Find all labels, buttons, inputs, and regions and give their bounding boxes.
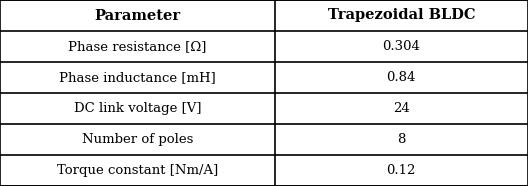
- Text: Torque constant [Nm/A]: Torque constant [Nm/A]: [56, 164, 218, 177]
- Text: Trapezoidal BLDC: Trapezoidal BLDC: [327, 9, 475, 23]
- Text: DC link voltage [V]: DC link voltage [V]: [73, 102, 201, 115]
- Text: Phase inductance [mH]: Phase inductance [mH]: [59, 71, 215, 84]
- Text: Number of poles: Number of poles: [82, 133, 193, 146]
- Text: 0.84: 0.84: [386, 71, 416, 84]
- Text: Phase resistance [Ω]: Phase resistance [Ω]: [68, 40, 206, 53]
- Text: 24: 24: [393, 102, 410, 115]
- Text: 0.12: 0.12: [386, 164, 416, 177]
- Text: 8: 8: [397, 133, 406, 146]
- Text: 0.304: 0.304: [382, 40, 420, 53]
- Text: Parameter: Parameter: [94, 9, 181, 23]
